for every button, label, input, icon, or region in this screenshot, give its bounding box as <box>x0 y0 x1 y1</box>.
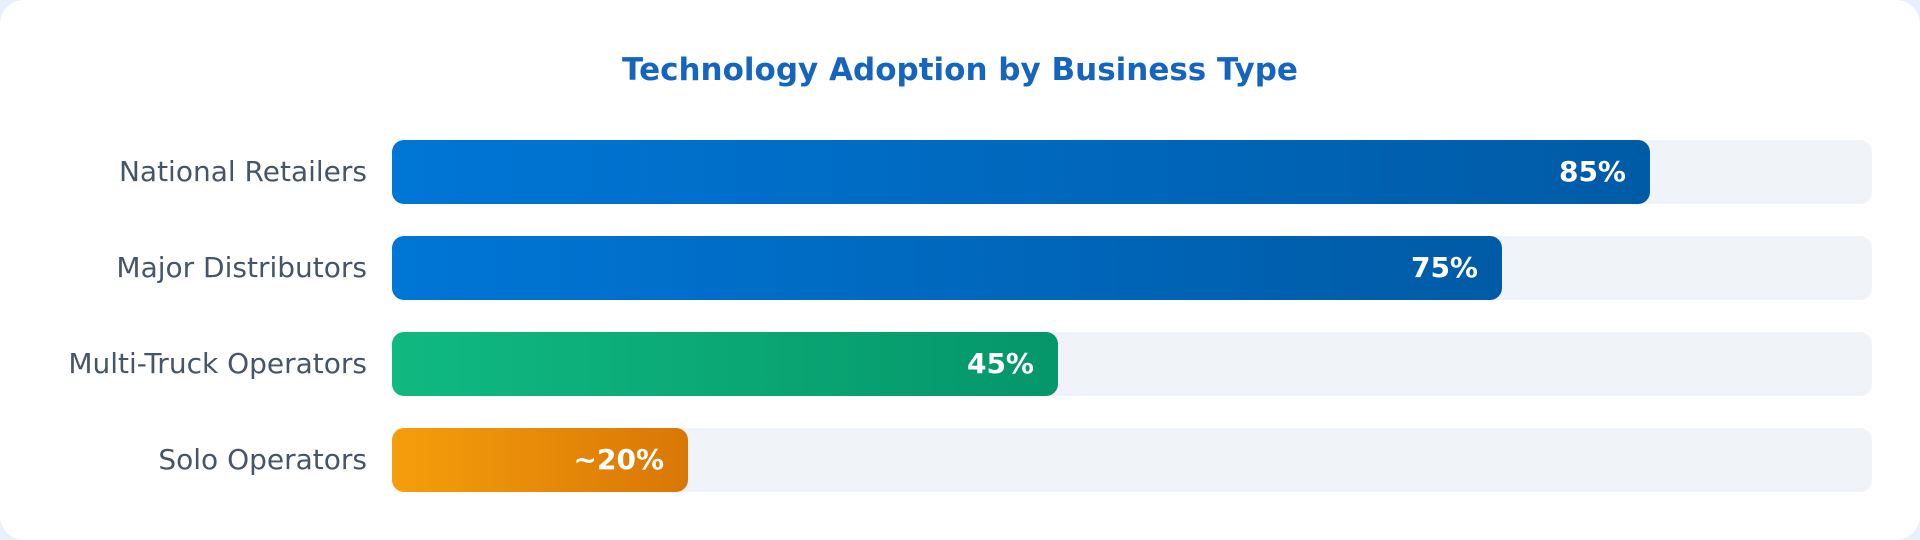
category-label: Major Distributors <box>116 251 367 284</box>
bar-row: Solo Operators ~20% <box>0 428 1920 492</box>
bar: ~20% <box>392 428 688 492</box>
chart-title: Technology Adoption by Business Type <box>622 52 1298 88</box>
category-label: Multi-Truck Operators <box>68 347 367 380</box>
value-label: ~20% <box>573 443 664 476</box>
bar-track: 45% <box>392 332 1872 396</box>
bar-track: 75% <box>392 236 1872 300</box>
category-label: National Retailers <box>118 155 367 188</box>
bar: 75% <box>392 236 1502 300</box>
bar: 85% <box>392 140 1650 204</box>
bar-row: Multi-Truck Operators 45% <box>0 332 1920 396</box>
bar-track: ~20% <box>392 428 1872 492</box>
bar-row: Major Distributors 75% <box>0 236 1920 300</box>
value-label: 85% <box>1558 155 1626 188</box>
bar-row: National Retailers 85% <box>0 140 1920 204</box>
bar-track: 85% <box>392 140 1872 204</box>
bar: 45% <box>392 332 1058 396</box>
category-label: Solo Operators <box>158 443 367 476</box>
value-label: 75% <box>1410 251 1478 284</box>
value-label: 45% <box>966 347 1034 380</box>
